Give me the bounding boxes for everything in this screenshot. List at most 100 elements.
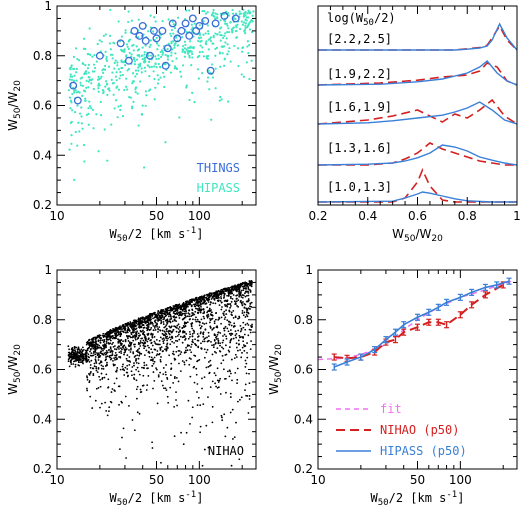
- nihao-point: [124, 349, 127, 352]
- nihao-point: [195, 316, 197, 319]
- hipass-point: [108, 34, 112, 38]
- nihao-point: [94, 358, 97, 361]
- hipass-point: [149, 43, 152, 46]
- nihao-point: [71, 347, 73, 350]
- nihao-point: [185, 346, 187, 349]
- hipass-point: [95, 113, 98, 116]
- nihao-point: [241, 346, 244, 349]
- hipass-point: [167, 18, 170, 21]
- nihao-point: [131, 374, 133, 377]
- nihao-point: [115, 353, 118, 356]
- nihao-point: [241, 309, 244, 312]
- nihao-point: [225, 337, 228, 340]
- nihao-point: [99, 361, 102, 364]
- nihao-point: [223, 314, 225, 317]
- nihao-point: [201, 298, 204, 301]
- nihao-point: [149, 339, 152, 342]
- hipass-point: [82, 143, 86, 147]
- nihao-point: [152, 317, 154, 320]
- hipass-point: [148, 66, 151, 69]
- nihao-point: [107, 410, 110, 413]
- nihao-point: [215, 338, 218, 340]
- nihao-point: [207, 365, 210, 368]
- nihao-point: [174, 309, 177, 312]
- nihao-point: [204, 328, 207, 331]
- nihao-point: [249, 305, 251, 308]
- nihao-point: [86, 387, 88, 390]
- hipass-point: [171, 60, 174, 63]
- nihao-point: [154, 325, 156, 328]
- nihao-point: [249, 331, 252, 334]
- nihao-point: [118, 448, 121, 451]
- nihao-point: [207, 335, 210, 338]
- y-tick-label: 1: [305, 263, 313, 277]
- hipass-point: [113, 67, 116, 70]
- nihao-point: [157, 310, 160, 313]
- nihao-point: [186, 321, 189, 324]
- nihao-point: [162, 337, 165, 340]
- hipass-point: [87, 71, 90, 74]
- nihao-point: [211, 380, 214, 383]
- hipass-point: [214, 17, 217, 20]
- nihao-point: [172, 305, 175, 307]
- hipass-point: [238, 10, 241, 13]
- nihao-point: [181, 341, 184, 344]
- nihao-point: [230, 300, 233, 303]
- nihao-point: [103, 376, 106, 379]
- nihao-point: [160, 308, 163, 311]
- hipass-point: [246, 40, 249, 43]
- bottom-left-xticks: 10 50 100: [49, 270, 243, 487]
- hipass-point: [70, 65, 73, 69]
- hipass-point: [246, 45, 249, 48]
- nihao-point: [235, 342, 238, 345]
- hipass-point: [212, 14, 215, 18]
- nihao-point: [85, 360, 88, 363]
- bin-label: [1.9,2.2]: [327, 67, 392, 81]
- nihao-point: [209, 317, 211, 320]
- nihao-point: [143, 361, 146, 364]
- hipass-point: [132, 100, 135, 104]
- nihao-point: [242, 287, 245, 290]
- hipass-point: [244, 24, 247, 27]
- nihao-point: [228, 332, 231, 335]
- nihao-point: [244, 316, 247, 318]
- nihao-point: [189, 336, 191, 338]
- nihao-point: [226, 294, 228, 297]
- y-tick-label: 1: [44, 263, 52, 277]
- nihao-point: [154, 329, 157, 331]
- nihao-point: [153, 379, 156, 382]
- nihao-point: [185, 333, 188, 335]
- nihao-point: [96, 343, 99, 346]
- nihao-point: [225, 335, 227, 338]
- nihao-point: [160, 380, 163, 383]
- things-point: [130, 26, 139, 35]
- nihao-point: [126, 354, 129, 357]
- hipass-point: [125, 54, 128, 57]
- bottom-right-yticks: 0.20.40.60.81: [294, 263, 517, 476]
- hipass-point: [161, 20, 164, 23]
- hipass-point: [247, 16, 250, 19]
- hipass-point: [72, 67, 75, 71]
- hipass-point: [156, 74, 159, 77]
- nihao-point: [231, 288, 234, 291]
- x-tick-label: 100: [449, 473, 472, 487]
- nihao-point: [178, 362, 180, 365]
- nihao-point: [244, 295, 247, 298]
- nihao-point: [143, 354, 146, 356]
- nihao-point: [137, 357, 140, 360]
- nihao-point: [172, 308, 174, 311]
- nihao-point: [201, 387, 203, 390]
- nihao-point: [242, 289, 245, 292]
- nihao-point: [213, 298, 216, 301]
- hipass-point: [211, 63, 214, 66]
- nihao-point: [176, 311, 178, 314]
- hipass-point: [189, 49, 192, 53]
- nihao-point: [251, 323, 253, 326]
- hipass-point: [103, 68, 107, 71]
- nihao-point: [213, 320, 216, 323]
- hipass-point: [232, 26, 235, 30]
- nihao-point: [155, 343, 158, 346]
- nihao-point: [165, 309, 168, 312]
- nihao-point: [181, 336, 184, 339]
- nihao-point: [102, 332, 105, 335]
